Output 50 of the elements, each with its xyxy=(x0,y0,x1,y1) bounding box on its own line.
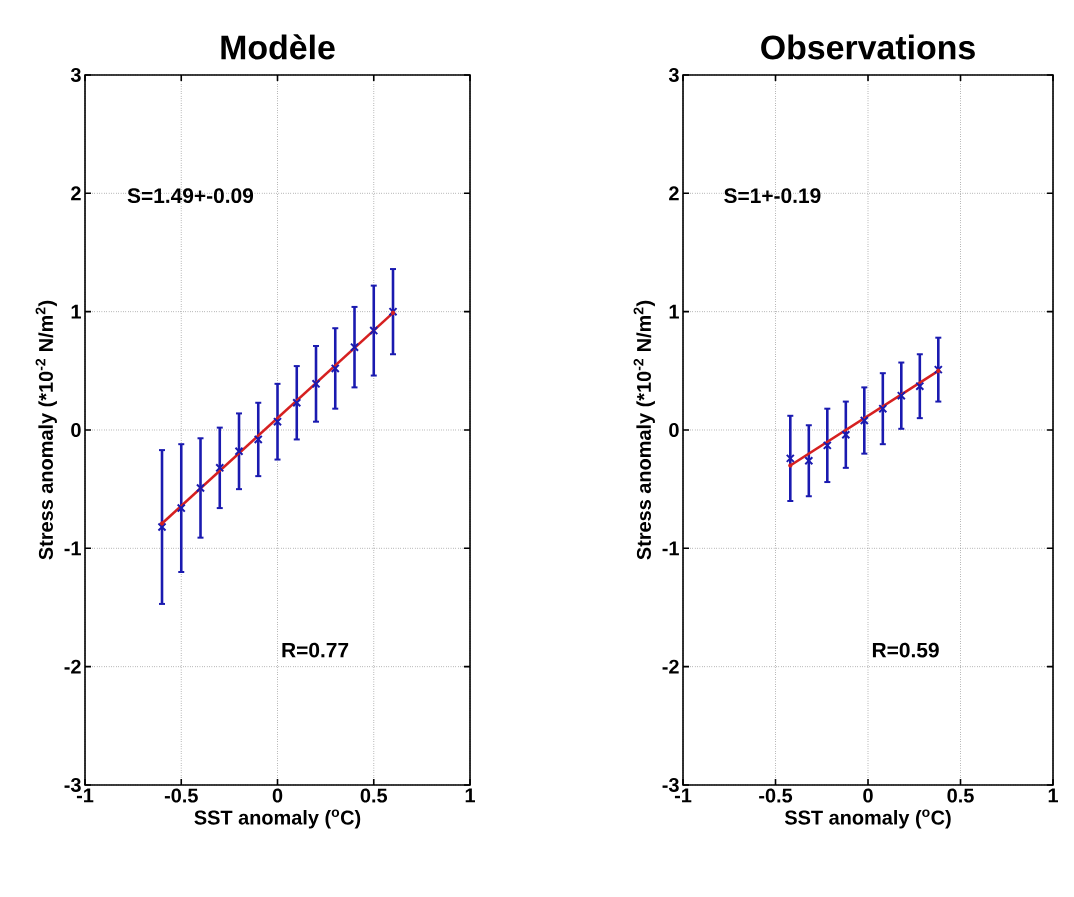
point xyxy=(915,381,925,391)
y-tick-label: -1 xyxy=(64,541,81,556)
point xyxy=(369,326,379,336)
point xyxy=(195,483,206,493)
y-tick-label: 3 xyxy=(70,67,81,83)
y-axis-title: Stress anomaly (*10$^{-2}$ N/m$^{2}$) xyxy=(633,300,655,560)
point xyxy=(878,404,888,414)
point xyxy=(311,379,321,389)
x-tick-label: 0 xyxy=(272,788,283,803)
point xyxy=(292,398,302,408)
x-axis-title: SST anomaly ($^{o}$C) xyxy=(784,809,951,829)
y-tick-label: 1 xyxy=(71,304,81,319)
point xyxy=(896,391,906,401)
point xyxy=(804,456,814,466)
x-tick-label: -0.5 xyxy=(759,788,793,803)
x-tick-label: 0.5 xyxy=(360,788,388,803)
annotation: S=1.49+-0.09 xyxy=(127,188,254,204)
y-tick-label: 2 xyxy=(669,186,679,201)
x-tick-label: 1 xyxy=(1048,788,1058,803)
point xyxy=(215,463,225,473)
y-axis-title: Stress anomaly (*10$^{-2}$ N/m$^{2}$) xyxy=(35,300,57,560)
x-tick-label: 0 xyxy=(863,788,873,803)
annotation: R=0.77 xyxy=(282,642,349,658)
point xyxy=(157,522,167,532)
x-tick-label: 1 xyxy=(465,788,475,803)
x-tick-label: -0.5 xyxy=(164,788,198,803)
y-tick-label: 0 xyxy=(669,422,679,438)
y-tick-label: -1 xyxy=(662,541,679,556)
point xyxy=(272,417,283,427)
point xyxy=(822,440,832,450)
point xyxy=(234,446,244,456)
y-tick-label: 3 xyxy=(668,67,679,83)
point xyxy=(785,453,795,463)
chart-title: Modèle xyxy=(221,34,335,60)
point xyxy=(859,415,869,426)
y-tick-label: 1 xyxy=(669,304,679,319)
x-tick-label: 0.5 xyxy=(947,788,974,803)
y-tick-label: -2 xyxy=(662,659,679,674)
point xyxy=(330,363,340,373)
point xyxy=(841,430,851,440)
point xyxy=(176,503,186,513)
x-axis-title: SST anomaly ($^{o}$C) xyxy=(194,809,361,829)
annotation: R=0.59 xyxy=(872,642,939,658)
y-tick-label: 0 xyxy=(71,422,81,438)
point xyxy=(253,434,263,444)
y-tick-label: -2 xyxy=(64,659,81,674)
annotation: S=1+-0.19 xyxy=(724,188,821,204)
chart-title: Observations xyxy=(761,34,975,60)
point xyxy=(349,342,360,352)
y-tick-label: 2 xyxy=(71,186,81,201)
